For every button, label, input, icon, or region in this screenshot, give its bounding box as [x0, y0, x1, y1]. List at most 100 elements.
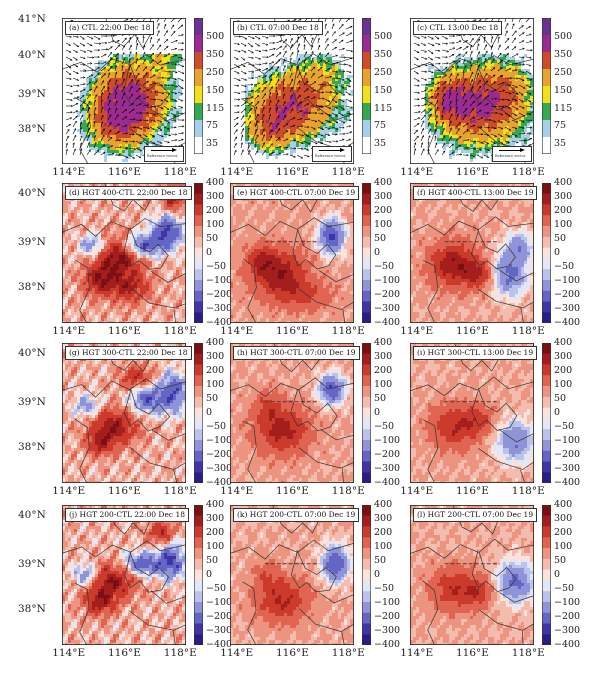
- colorbar-segment: [362, 526, 371, 538]
- colorbar-label: 115: [206, 103, 224, 114]
- colorbar-segment: [362, 215, 371, 227]
- reference-vector-label: Reference vector: [315, 154, 345, 158]
- map-panel-c: [410, 18, 534, 164]
- colorbar-segment: [542, 548, 551, 560]
- colorbar-segment: [542, 364, 551, 376]
- longitude-label: 118°E: [332, 485, 365, 497]
- colorbar-segment: [362, 312, 371, 323]
- colorbar-label: 0: [206, 569, 212, 580]
- colorbar-label: 300: [554, 191, 572, 202]
- colorbar-segment: [542, 634, 551, 645]
- colorbar-label: 50: [374, 233, 386, 244]
- longitude-label: 114°E: [400, 325, 433, 337]
- panel-title-e: (e) HGT 400-CTL 07:00 Dec 19: [233, 186, 360, 200]
- colorbar-segment: [542, 226, 551, 238]
- colorbar-segment: [362, 450, 371, 462]
- colorbar-label: 500: [554, 31, 572, 42]
- map-panel-h: [230, 343, 354, 483]
- colorbar-label: 100: [206, 541, 224, 552]
- colorbar-segment: [362, 396, 371, 408]
- colorbar-segment: [194, 634, 203, 645]
- longitude-label: 118°E: [512, 325, 545, 337]
- colorbar-segment: [362, 103, 371, 121]
- colorbar-segment: [542, 18, 551, 36]
- colorbar-segment: [194, 407, 203, 419]
- longitude-label: 114°E: [220, 325, 253, 337]
- colorbar-label: −300: [374, 463, 400, 474]
- colorbar-segment: [542, 69, 551, 87]
- colorbar-segment: [194, 375, 203, 387]
- colorbar-segment: [194, 429, 203, 441]
- colorbar-label: 400: [554, 337, 572, 348]
- longitude-label: 116°E: [276, 325, 309, 337]
- colorbar-segment: [542, 396, 551, 408]
- colorbar-label: 300: [554, 513, 572, 524]
- colorbar-segment: [542, 215, 551, 227]
- longitude-label: 114°E: [220, 647, 253, 659]
- longitude-label: 116°E: [456, 166, 489, 178]
- colorbar-segment: [194, 204, 203, 216]
- colorbar-label: −100: [374, 275, 400, 286]
- longitude-label: 118°E: [164, 485, 197, 497]
- colorbar-label: 0: [554, 247, 560, 258]
- colorbar-label: 250: [206, 67, 224, 78]
- colorbar-segment: [194, 258, 203, 270]
- colorbar-segment: [194, 515, 203, 527]
- colorbar-segment: [542, 269, 551, 281]
- colorbar-label: 350: [554, 49, 572, 60]
- colorbar-label: −400: [374, 639, 400, 650]
- colorbar-label: 200: [206, 205, 224, 216]
- colorbar-segment: [362, 429, 371, 441]
- colorbar-segment: [362, 301, 371, 313]
- colorbar-segment: [362, 591, 371, 603]
- colorbar-label: 100: [374, 219, 392, 230]
- colorbar-label: 50: [206, 233, 218, 244]
- latitude-label: 38°N: [18, 603, 46, 615]
- colorbar-label: −200: [206, 289, 232, 300]
- colorbar-segment: [542, 537, 551, 549]
- colorbar-label: 300: [374, 351, 392, 362]
- colorbar-segment: [542, 439, 551, 451]
- colorbar-segment: [194, 364, 203, 376]
- colorbar-segment: [194, 269, 203, 281]
- longitude-label: 118°E: [332, 325, 365, 337]
- colorbar-label: 300: [374, 191, 392, 202]
- colorbar-segment: [542, 137, 551, 154]
- colorbar-label: 35: [374, 138, 386, 149]
- longitude-label: 114°E: [400, 647, 433, 659]
- longitude-label: 118°E: [164, 647, 197, 659]
- colorbar-label: 35: [554, 138, 566, 149]
- colorbar-b: [362, 18, 371, 154]
- colorbar-label: 0: [374, 569, 380, 580]
- longitude-label: 114°E: [220, 166, 253, 178]
- colorbar-label: 100: [206, 379, 224, 390]
- colorbar-label: −100: [554, 597, 580, 608]
- colorbar-label: 150: [554, 85, 572, 96]
- map-panel-k: [230, 505, 354, 645]
- colorbar-segment: [542, 279, 551, 291]
- panel-title-d: (d) HGT 400-CTL 22:00 Dec 18: [65, 186, 192, 200]
- longitude-label: 116°E: [108, 166, 141, 178]
- colorbar-segment: [362, 601, 371, 613]
- colorbar-label: 50: [206, 555, 218, 566]
- colorbar-segment: [542, 558, 551, 570]
- colorbar-label: 100: [374, 379, 392, 390]
- latitude-label: 38°N: [18, 281, 46, 293]
- colorbar-segment: [542, 353, 551, 365]
- colorbar-label: 50: [374, 393, 386, 404]
- colorbar-segment: [194, 548, 203, 560]
- colorbar-segment: [542, 450, 551, 462]
- colorbar-segment: [542, 526, 551, 538]
- colorbar-segment: [194, 215, 203, 227]
- colorbar-label: 100: [206, 219, 224, 230]
- colorbar-segment: [194, 461, 203, 473]
- colorbar-label: −200: [374, 289, 400, 300]
- colorbar-segment: [542, 386, 551, 398]
- colorbar-label: −100: [374, 435, 400, 446]
- colorbar-label: −400: [374, 317, 400, 328]
- colorbar-segment: [194, 69, 203, 87]
- colorbar-segment: [362, 86, 371, 104]
- map-panel-f: [410, 183, 534, 323]
- colorbar-segment: [194, 612, 203, 624]
- colorbar-label: 100: [374, 541, 392, 552]
